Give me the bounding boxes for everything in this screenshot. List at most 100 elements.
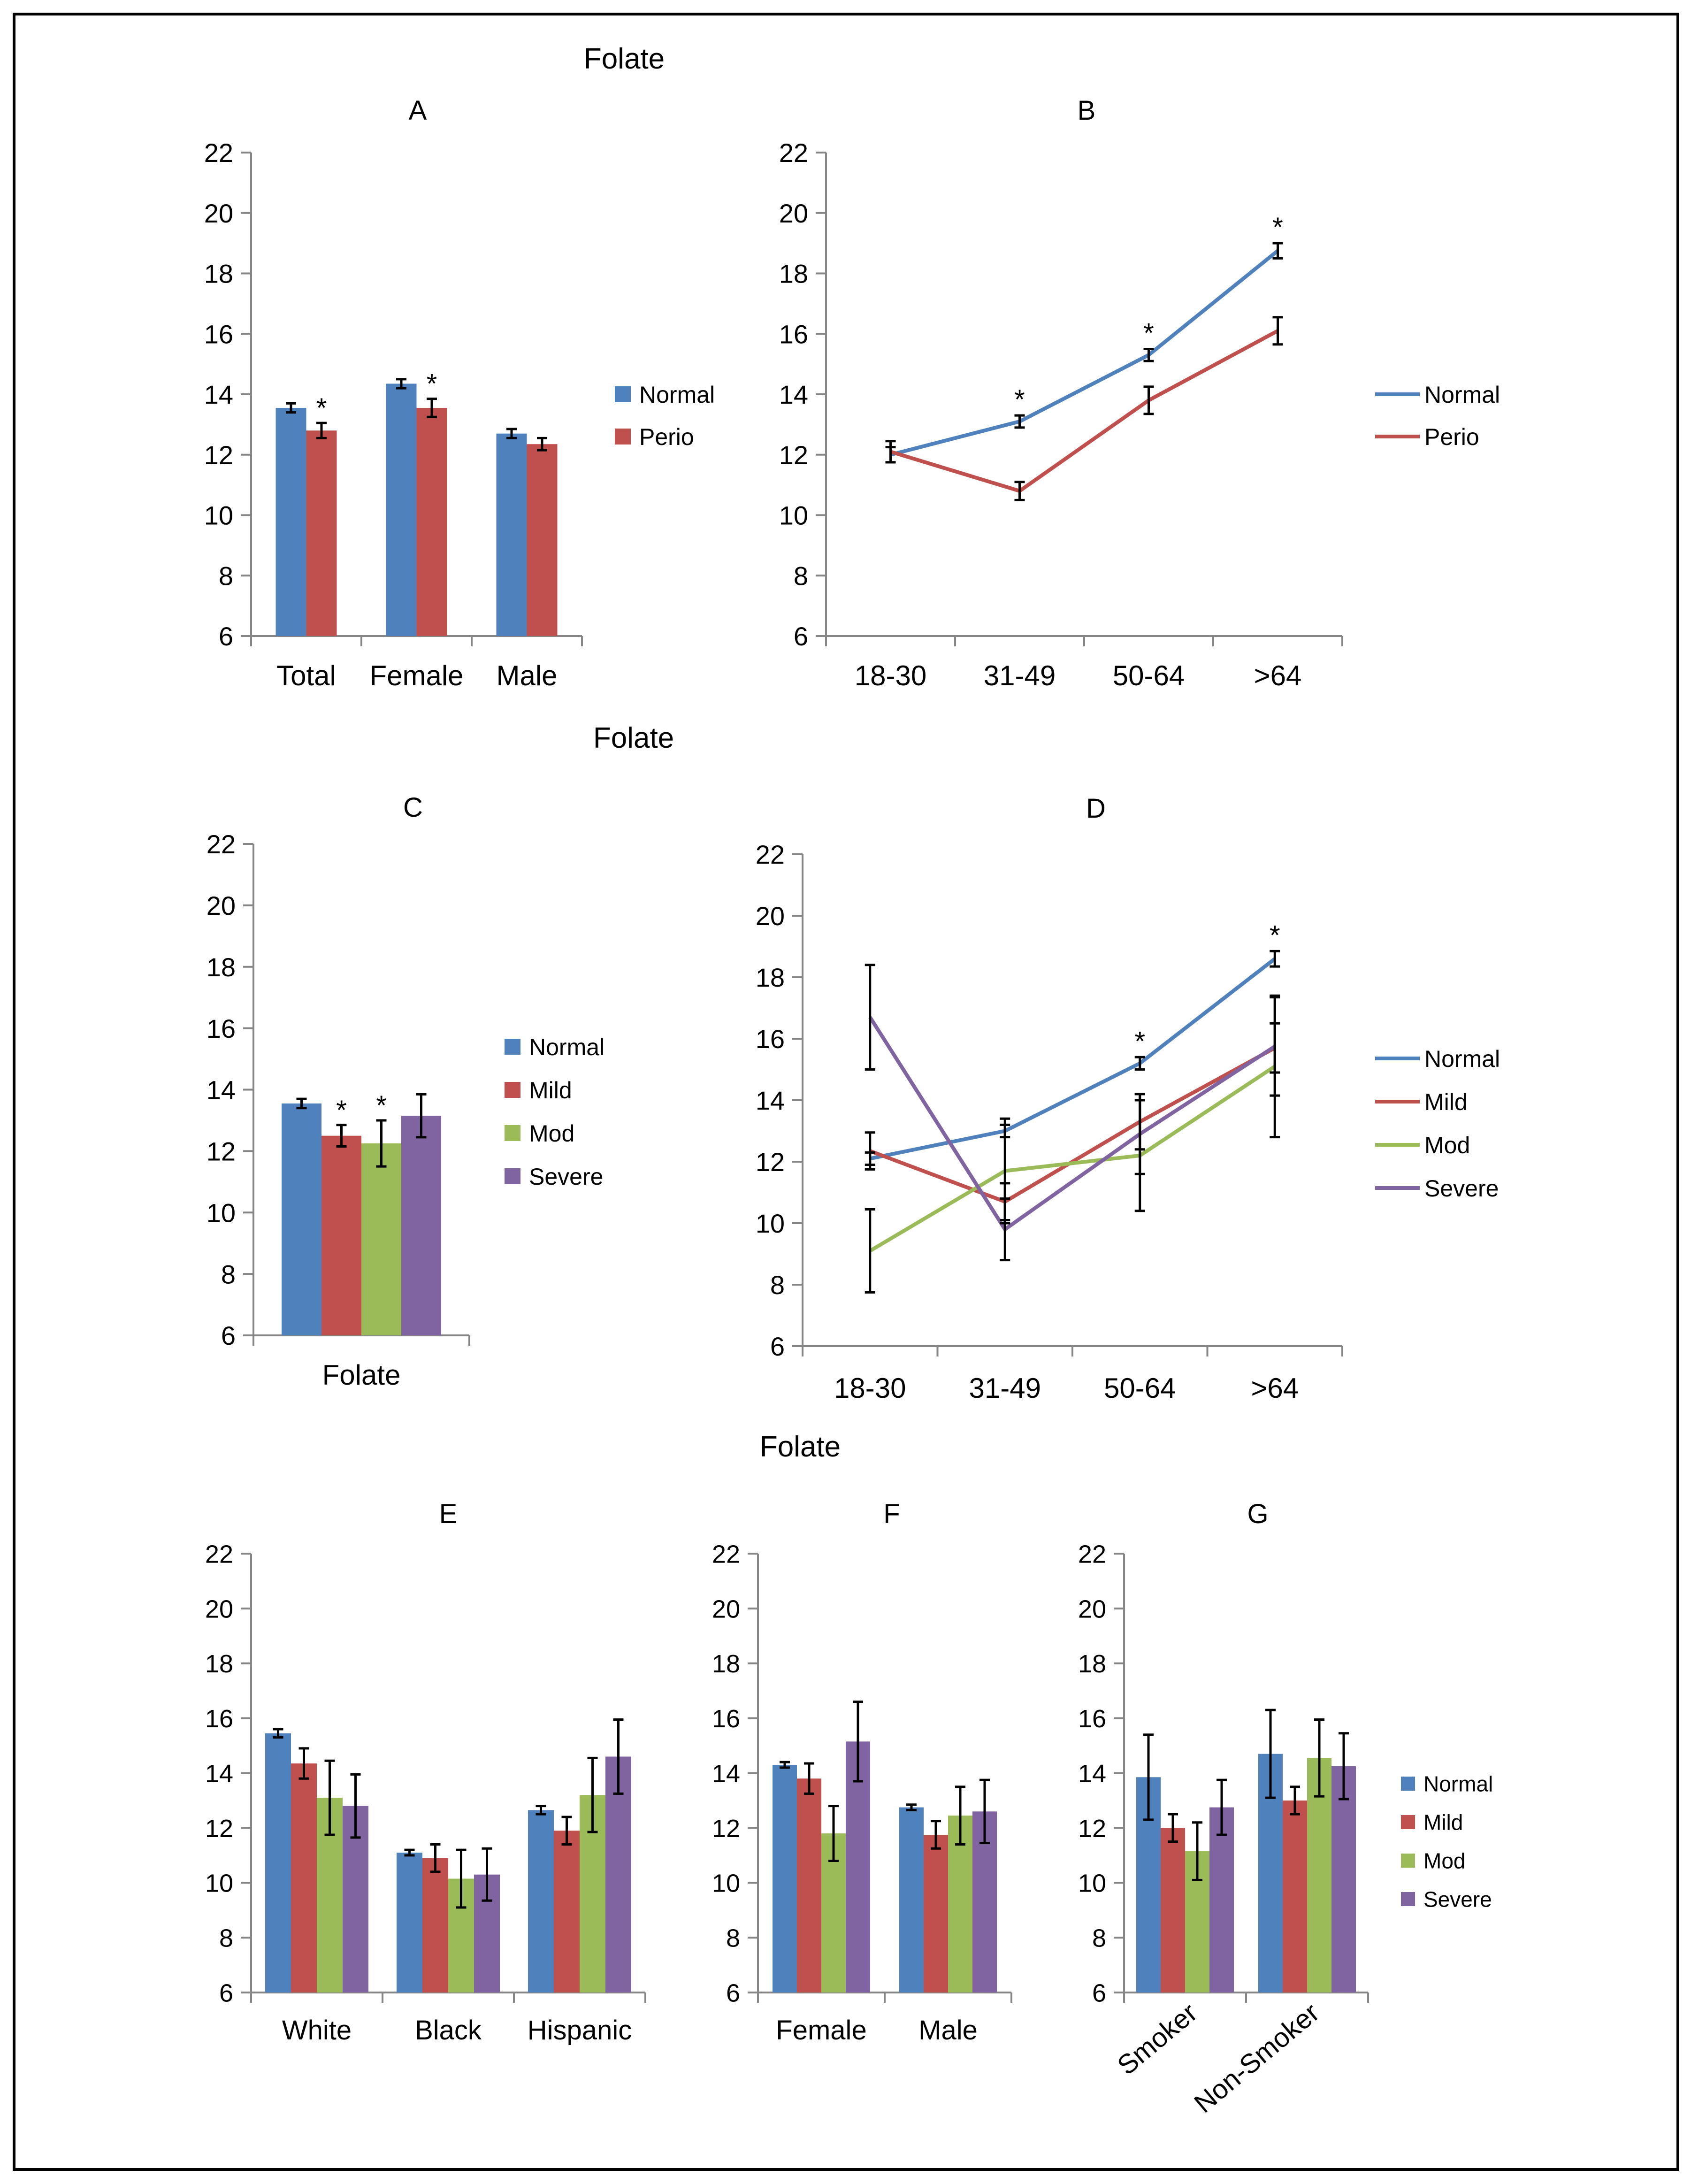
y-tick-label: 8 (726, 1924, 740, 1953)
category-label: 50-64 (1104, 1372, 1176, 1404)
legend-swatch (505, 1125, 520, 1141)
bar-severe (1209, 1807, 1234, 1992)
category-label: Female (369, 660, 463, 691)
significance-marker: * (1143, 318, 1154, 348)
legend-label: Mild (529, 1077, 572, 1103)
y-tick-label: 22 (1078, 1540, 1106, 1568)
y-tick-label: 16 (204, 319, 233, 349)
y-tick-label: 12 (204, 440, 233, 470)
y-tick-label: 10 (205, 1870, 233, 1898)
bar-perio (306, 430, 337, 636)
bar-normal (282, 1103, 321, 1335)
y-tick-label: 10 (712, 1870, 740, 1898)
bar-severe (605, 1756, 631, 1992)
y-tick-label: 22 (779, 138, 808, 168)
y-tick-label: 22 (204, 138, 233, 168)
y-tick-label: 10 (756, 1209, 785, 1238)
y-tick-label: 22 (712, 1540, 740, 1568)
legend-label: Mild (1423, 1810, 1463, 1835)
chart-g: 6810121416182022GSmokerNon-SmokerNormalM… (1078, 1499, 1493, 2119)
bar-severe (1331, 1766, 1356, 1992)
y-tick-label: 6 (1092, 1979, 1106, 2007)
y-tick-label: 12 (207, 1137, 236, 1166)
y-tick-label: 10 (204, 501, 233, 530)
y-tick-label: 14 (207, 1075, 236, 1105)
y-tick-label: 18 (207, 952, 236, 982)
category-label: Total (276, 660, 336, 691)
y-tick-label: 16 (207, 1014, 236, 1043)
category-label: 31-49 (984, 660, 1056, 691)
y-tick-label: 14 (204, 380, 233, 409)
series-line-severe (868, 1016, 1276, 1232)
y-tick-label: 18 (204, 259, 233, 289)
legend-label: Mild (1424, 1089, 1468, 1115)
chart-title: B (1078, 95, 1096, 126)
category-label: Folate (322, 1359, 401, 1391)
bar-mild (291, 1763, 317, 1992)
y-tick-label: 14 (712, 1760, 740, 1788)
y-tick-label: 14 (756, 1086, 785, 1115)
legend-label: Severe (529, 1164, 603, 1190)
legend-swatch (1401, 1892, 1415, 1906)
bar-severe (401, 1116, 441, 1335)
legend-label: Mod (1423, 1849, 1465, 1873)
chart-title: E (439, 1499, 458, 1529)
bar-mild (797, 1778, 821, 1992)
y-tick-label: 12 (779, 440, 808, 470)
section-title-top: Folate (584, 43, 665, 75)
y-tick-label: 12 (756, 1147, 785, 1177)
category-label: Hispanic (528, 2015, 632, 2046)
y-tick-label: 20 (712, 1595, 740, 1623)
bar-normal (386, 383, 417, 636)
y-tick-label: 6 (219, 1979, 233, 2007)
bar-perio (416, 407, 447, 636)
legend-swatch (1401, 1815, 1415, 1829)
significance-marker: * (1134, 1026, 1145, 1057)
y-tick-label: 20 (779, 199, 808, 228)
series-line-normal (869, 957, 1276, 1161)
bar-mild (321, 1135, 361, 1335)
legend-label: Perio (1424, 424, 1479, 450)
bar-mild (1161, 1828, 1185, 1992)
y-tick-label: 16 (1078, 1705, 1106, 1733)
y-tick-label: 14 (205, 1760, 233, 1788)
chart-f: 6 8 10 12 14 16 18 20 22 F Female Male (712, 1499, 1012, 2046)
y-tick-label: 20 (207, 891, 236, 920)
category-label: Black (415, 2015, 482, 2046)
y-tick-label: 8 (770, 1270, 785, 1300)
y-tick-label: 16 (712, 1705, 740, 1733)
legend-label: Mod (529, 1120, 574, 1147)
category-label: White (282, 2015, 352, 2046)
bar-normal (899, 1807, 924, 1992)
y-tick-label: 8 (219, 1924, 233, 1953)
y-tick-label: 20 (204, 199, 233, 228)
bar-mild (422, 1858, 448, 1992)
y-tick-label: 6 (770, 1332, 785, 1361)
legend-swatch (615, 429, 631, 444)
legend-label: Normal (529, 1034, 604, 1060)
y-tick-label: 8 (1092, 1924, 1106, 1953)
y-tick-label: 20 (1078, 1595, 1106, 1623)
y-tick-label: 22 (205, 1540, 233, 1568)
category-label: Female (776, 2015, 866, 2046)
chart-c: 6 8 10 12 14 16 18 20 22 C Folate * * Normal Mild Mod Se… (207, 792, 604, 1391)
y-tick-label: 12 (712, 1815, 740, 1843)
chart-d: 6 8 10 12 14 16 18 20 22 D 18-30 31-49 50-64 >64 * * Nor… (756, 793, 1500, 1404)
significance-marker: * (1014, 384, 1025, 415)
y-tick-label: 16 (205, 1705, 233, 1733)
bar-perio (527, 444, 558, 636)
legend-label: Severe (1423, 1887, 1492, 1912)
legend-swatch (1401, 1777, 1415, 1791)
y-tick-label: 20 (205, 1595, 233, 1623)
y-tick-label: 10 (779, 501, 808, 530)
category-label: Male (496, 660, 557, 691)
significance-marker: * (316, 393, 327, 423)
series-line-perio (890, 329, 1279, 493)
bar-normal (265, 1733, 291, 1992)
bar-normal (773, 1764, 797, 1992)
y-tick-label: 6 (726, 1979, 740, 2007)
section-title-middle: Folate (593, 722, 674, 754)
legend-swatch (505, 1168, 520, 1184)
series-line-mod (869, 1065, 1276, 1253)
